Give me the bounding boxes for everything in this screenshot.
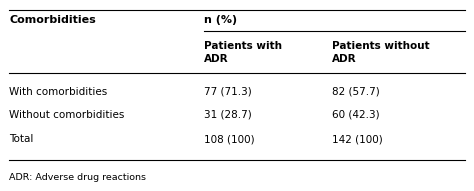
Text: Comorbidities: Comorbidities [9, 15, 96, 25]
Text: 82 (57.7): 82 (57.7) [332, 87, 380, 97]
Text: 77 (71.3): 77 (71.3) [204, 87, 252, 97]
Text: ADR: Adverse drug reactions: ADR: Adverse drug reactions [9, 173, 146, 182]
Text: Total: Total [9, 134, 34, 144]
Text: Patients with
ADR: Patients with ADR [204, 41, 282, 64]
Text: With comorbidities: With comorbidities [9, 87, 108, 97]
Text: 60 (42.3): 60 (42.3) [332, 110, 379, 120]
Text: 31 (28.7): 31 (28.7) [204, 110, 252, 120]
Text: 108 (100): 108 (100) [204, 134, 255, 144]
Text: n (%): n (%) [204, 15, 237, 25]
Text: Without comorbidities: Without comorbidities [9, 110, 125, 120]
Text: Patients without
ADR: Patients without ADR [332, 41, 429, 64]
Text: 142 (100): 142 (100) [332, 134, 383, 144]
